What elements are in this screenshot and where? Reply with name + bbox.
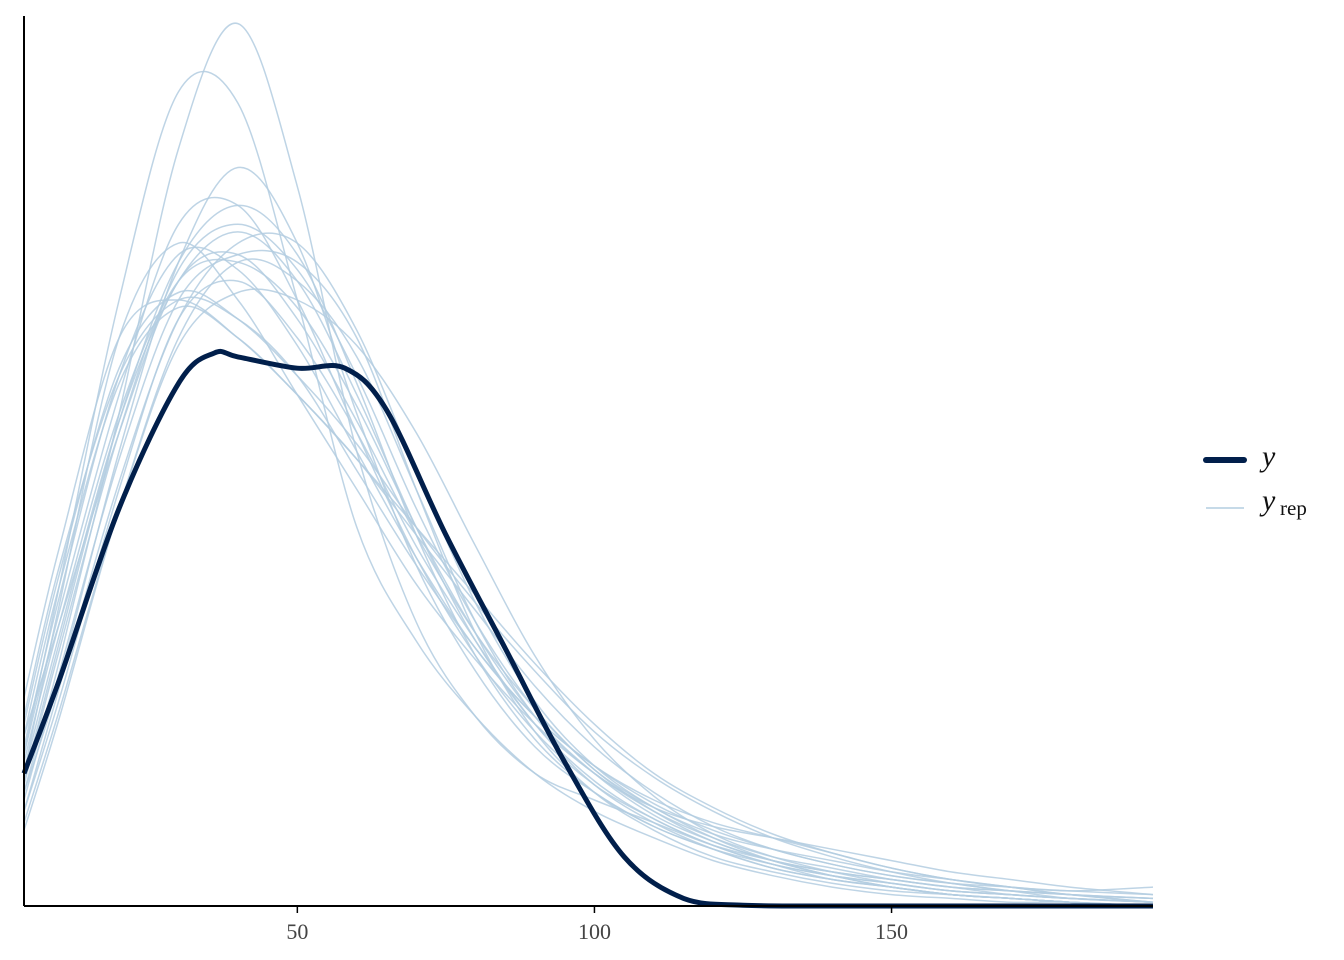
x-tick-label-150: 150	[875, 919, 908, 944]
y-density-line	[21, 348, 1153, 909]
x-tick-label-50: 50	[286, 919, 308, 944]
yrep-density-line-7	[23, 166, 1154, 903]
yrep-density-line-16	[23, 232, 1154, 903]
yrep-density-line-5	[23, 279, 1154, 907]
x-tick-label-100: 100	[578, 919, 611, 944]
yrep-density-line-3	[23, 22, 1154, 903]
legend-label-yrep: y	[1259, 484, 1276, 517]
yrep-density-line-17	[23, 290, 1154, 903]
x-axis-ticks: 50 100 150	[286, 906, 908, 944]
yrep-density-line-12	[23, 249, 1154, 907]
y-series-group	[21, 348, 1153, 909]
yrep-density-line-18	[23, 204, 1154, 907]
yrep-density-line-19	[23, 288, 1154, 903]
yrep-series-group	[23, 22, 1154, 907]
yrep-density-line-20	[23, 305, 1154, 896]
legend: y y rep	[1203, 440, 1307, 520]
legend-label-yrep-subscript: rep	[1280, 496, 1307, 520]
yrep-density-line-2	[23, 70, 1154, 907]
yrep-density-line-9	[23, 258, 1154, 896]
legend-label-y: y	[1259, 440, 1276, 473]
